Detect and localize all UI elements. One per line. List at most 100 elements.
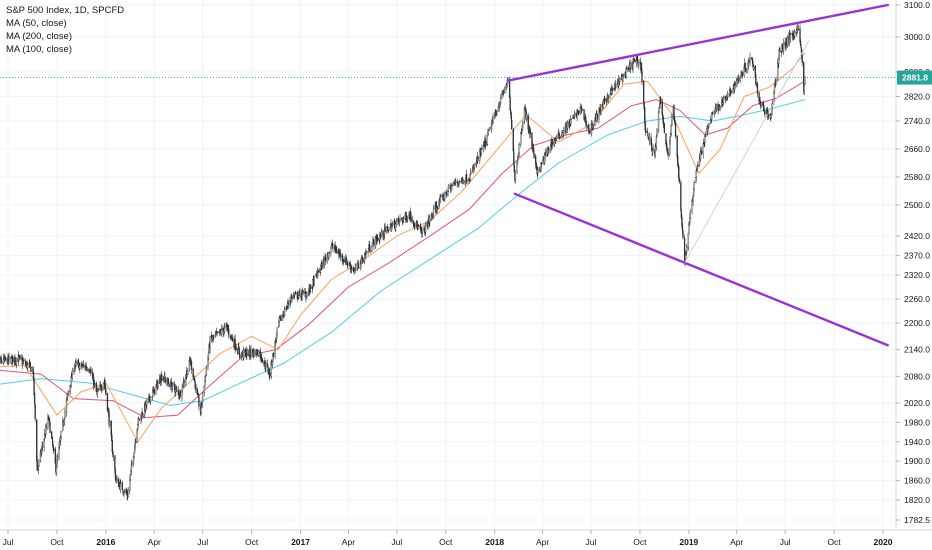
candle-body bbox=[321, 261, 323, 270]
candle-body bbox=[702, 143, 704, 155]
candle-body bbox=[267, 367, 269, 373]
candle-body bbox=[535, 156, 537, 165]
candle-body bbox=[96, 391, 99, 394]
candle-body bbox=[173, 383, 176, 390]
candle-body bbox=[146, 401, 148, 406]
candle-body bbox=[700, 151, 703, 154]
candle-body bbox=[799, 41, 802, 47]
candle-body bbox=[555, 135, 558, 139]
candle-body bbox=[600, 104, 602, 114]
x-tick-label: Apr bbox=[342, 537, 355, 547]
candle-body bbox=[202, 392, 204, 403]
candle-body bbox=[566, 122, 569, 129]
candle-body bbox=[106, 393, 109, 411]
candle-body bbox=[341, 255, 344, 261]
candle-body bbox=[744, 62, 746, 71]
x-tick-label: Jul bbox=[197, 537, 208, 547]
candle-body bbox=[663, 123, 666, 133]
candle-body bbox=[513, 151, 515, 165]
chart-title[interactable]: S&P 500 Index, 1D, SPCFD bbox=[6, 5, 125, 16]
candle-body bbox=[198, 397, 200, 407]
legend-ma100[interactable]: MA (100, close) bbox=[6, 44, 72, 55]
candle-body bbox=[38, 460, 40, 467]
time-axis[interactable]: Jul Oct 2016 Apr Jul Oct 2017 Apr Jul Oct 2018 Apr J… bbox=[3, 530, 893, 547]
candle-body bbox=[400, 217, 403, 220]
candle-body bbox=[525, 114, 528, 121]
candle-body bbox=[399, 218, 401, 221]
y-tick-label: 3100.0 bbox=[904, 0, 930, 10]
y-tick-label: 1820.0 bbox=[904, 495, 930, 505]
candle-body bbox=[121, 482, 124, 491]
y-tick-label: 1782.5 bbox=[904, 515, 930, 525]
candle-body bbox=[53, 447, 55, 451]
x-tick-label: Jul bbox=[586, 537, 597, 547]
candle-body bbox=[142, 414, 144, 417]
candle-body bbox=[548, 149, 550, 151]
lower-trendline[interactable] bbox=[513, 192, 889, 347]
candle-body bbox=[429, 217, 431, 223]
candle-body bbox=[410, 217, 412, 222]
upper-trendline[interactable] bbox=[506, 3, 889, 82]
candle-body bbox=[641, 71, 643, 82]
candle-body bbox=[138, 418, 140, 420]
candle-body bbox=[804, 76, 806, 85]
legend-ma50[interactable]: MA (50, close) bbox=[6, 18, 67, 29]
candle-body bbox=[723, 96, 725, 98]
candle-body bbox=[135, 441, 137, 443]
x-tick-label: Apr bbox=[148, 537, 161, 547]
candle-body bbox=[611, 87, 613, 92]
candle-body bbox=[453, 182, 455, 186]
ma50-line bbox=[0, 52, 806, 443]
candle-body bbox=[458, 182, 460, 184]
candle-body bbox=[47, 416, 49, 429]
rising-support-line[interactable] bbox=[684, 40, 810, 264]
candle-body bbox=[313, 276, 316, 285]
candle-body bbox=[615, 83, 617, 88]
candle-body bbox=[625, 69, 627, 77]
trendlines[interactable] bbox=[506, 3, 889, 347]
x-tick-label: 2017 bbox=[291, 537, 310, 547]
candle-body bbox=[353, 269, 355, 271]
moving-averages bbox=[0, 52, 806, 443]
candle-body bbox=[56, 456, 59, 460]
candle-body bbox=[194, 379, 196, 382]
candle-body bbox=[688, 225, 690, 235]
candle-body bbox=[190, 361, 193, 370]
candle-body bbox=[727, 94, 729, 98]
candle-body bbox=[367, 251, 369, 253]
candle-body bbox=[669, 136, 671, 141]
candle-body bbox=[633, 59, 636, 63]
candle-body bbox=[677, 155, 679, 165]
chart-legend: S&P 500 Index, 1D, SPCFD MA (50, close) … bbox=[6, 4, 124, 56]
candle-body bbox=[63, 418, 66, 423]
candle-body bbox=[592, 123, 595, 127]
candle-body bbox=[708, 122, 710, 128]
candle-body bbox=[65, 399, 68, 413]
candle-body bbox=[283, 308, 286, 317]
candle-body bbox=[75, 361, 77, 363]
candle-body bbox=[529, 129, 531, 135]
candle-body bbox=[699, 150, 702, 160]
candle-body bbox=[36, 419, 38, 461]
candle-body bbox=[41, 445, 44, 447]
candle-body bbox=[680, 182, 682, 211]
candle-body bbox=[12, 356, 14, 363]
price-axis[interactable]: 1782.5 1820.0 1860.0 1900.0 1940.0 1980.0 2020… bbox=[896, 0, 930, 525]
candle-body bbox=[161, 374, 163, 381]
last-price-marker: 2881.8 bbox=[0, 70, 932, 85]
candle-body bbox=[365, 250, 368, 254]
candle-body bbox=[444, 191, 446, 200]
candle-body bbox=[272, 352, 275, 357]
x-tick-label: Oct bbox=[50, 537, 64, 547]
candle-body bbox=[90, 369, 92, 374]
candle-body bbox=[552, 142, 554, 145]
candle-body bbox=[4, 357, 6, 361]
candle-body bbox=[29, 362, 31, 367]
legend-ma200[interactable]: MA (200, close) bbox=[6, 31, 72, 42]
candle-body bbox=[692, 195, 694, 202]
candle-body bbox=[512, 129, 514, 152]
candle-body bbox=[177, 389, 179, 393]
candle-body bbox=[127, 490, 129, 498]
